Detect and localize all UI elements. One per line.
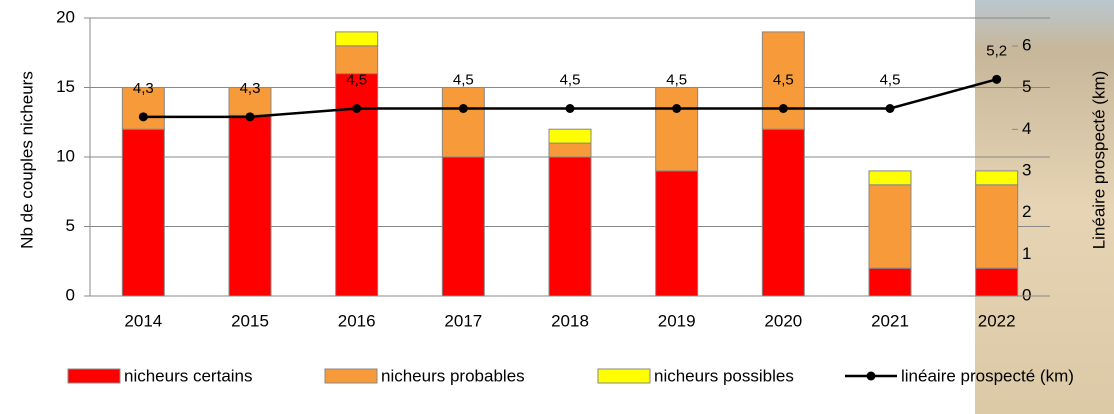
line-point [779, 104, 788, 113]
y2-axis-label: Linéaire prospecté (km) [1089, 71, 1108, 250]
data-label: 4,5 [773, 71, 794, 88]
bar-segment [549, 157, 591, 296]
legend-swatch [68, 369, 120, 383]
legend-label: nicheurs probables [381, 366, 525, 385]
y2-tick-label: 5 [1022, 77, 1031, 96]
x-tick-label: 2020 [764, 311, 802, 330]
line-point [992, 75, 1001, 84]
x-tick-label: 2019 [658, 311, 696, 330]
line-point [566, 104, 575, 113]
line-point [246, 112, 255, 121]
bar-segment [976, 171, 1018, 185]
legend-marker [867, 372, 876, 381]
data-label: 4,3 [240, 80, 261, 97]
line-point [886, 104, 895, 113]
line-point [352, 104, 361, 113]
y2-tick-label: 3 [1022, 160, 1031, 179]
bar-segment [549, 129, 591, 143]
legend-swatch [325, 369, 377, 383]
bar-segment [549, 143, 591, 157]
legend-label: nicheurs certains [124, 366, 253, 385]
bar-segment [869, 185, 911, 268]
data-label: 4,5 [453, 71, 474, 88]
x-tick-label: 2015 [231, 311, 269, 330]
y-tick-label: 20 [56, 7, 75, 26]
line-point [459, 104, 468, 113]
data-label: 4,5 [346, 71, 367, 88]
y-tick-label: 15 [56, 77, 75, 96]
bar-segment [122, 129, 164, 296]
y-tick-label: 0 [66, 285, 75, 304]
line-point [139, 112, 148, 121]
x-tick-label: 2022 [978, 311, 1016, 330]
y-tick-label: 10 [56, 146, 75, 165]
bar-segment [656, 88, 698, 171]
y2-tick-label: 6 [1022, 35, 1031, 54]
x-tick-label: 2014 [124, 311, 162, 330]
data-label: 5,2 [986, 42, 1007, 59]
line-point [672, 104, 681, 113]
y2-tick-label: 1 [1022, 244, 1031, 263]
legend-swatch [598, 369, 650, 383]
bar-segment [229, 115, 271, 296]
bar-segment [869, 171, 911, 185]
bar-segment [976, 268, 1018, 296]
bar-segment [869, 268, 911, 296]
x-tick-label: 2017 [444, 311, 482, 330]
x-tick-label: 2016 [338, 311, 376, 330]
data-label: 4,5 [666, 71, 687, 88]
bar-segment [442, 88, 484, 158]
data-label: 4,3 [133, 80, 154, 97]
bar-segment [336, 32, 378, 46]
y2-tick-label: 2 [1022, 202, 1031, 221]
y2-tick-label: 0 [1022, 285, 1031, 304]
y2-tick-label: 4 [1022, 119, 1031, 138]
legend-label: linéaire prospecté (km) [901, 366, 1074, 385]
y-tick-label: 5 [66, 216, 75, 235]
bar-segment [762, 129, 804, 296]
bar-segment [656, 171, 698, 296]
y-axis-label: Nb de couples nicheurs [17, 71, 36, 249]
x-tick-label: 2018 [551, 311, 589, 330]
bar-segment [976, 185, 1018, 268]
legend-label: nicheurs possibles [654, 366, 794, 385]
x-tick-label: 2021 [871, 311, 909, 330]
chart: Nb de couples nicheurs Linéaire prospect… [0, 0, 1114, 414]
data-label: 4,5 [560, 71, 581, 88]
bar-segment [336, 46, 378, 74]
data-label: 4,5 [880, 71, 901, 88]
bar-segment [442, 157, 484, 296]
